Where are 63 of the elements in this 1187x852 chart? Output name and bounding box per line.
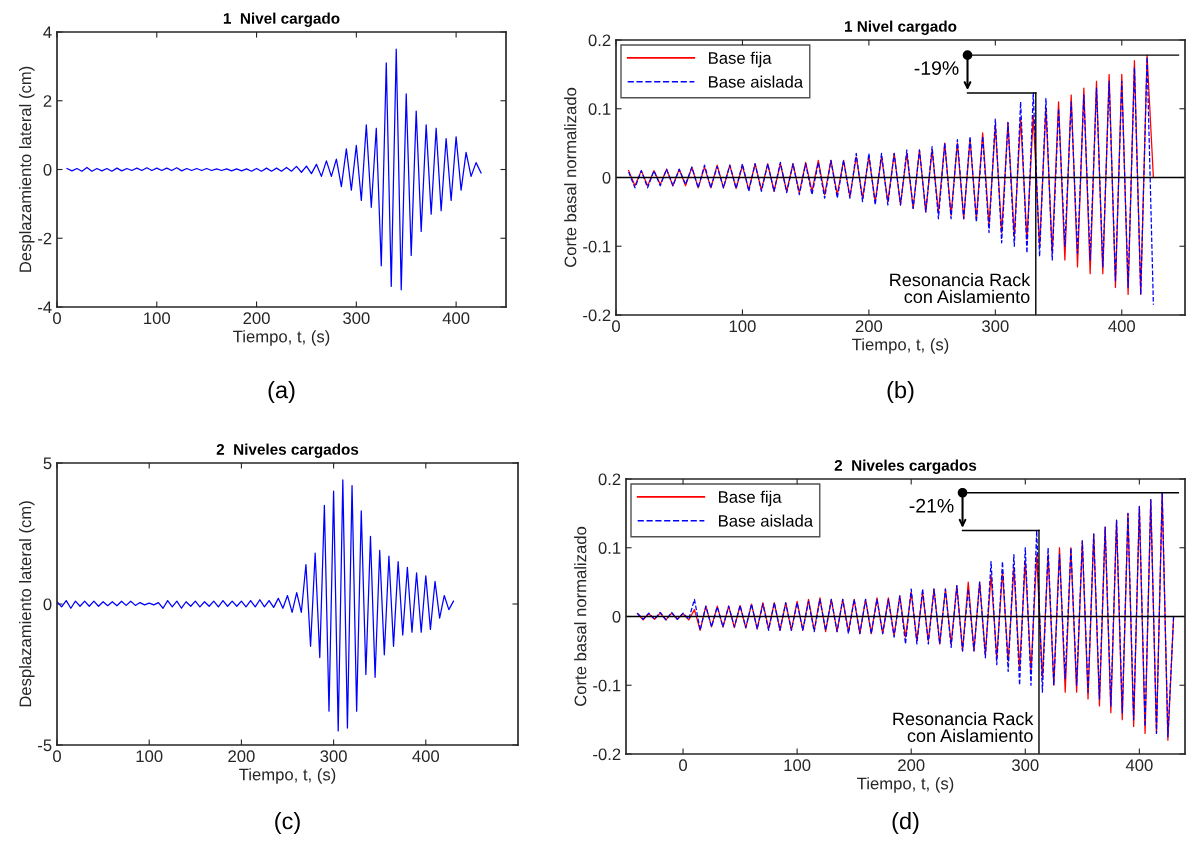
y-tick-label: 0 — [43, 163, 52, 176]
x-axis-title: Tiempo, t, (s) — [852, 338, 949, 354]
annotation: Resonancia Rack con Aislamiento — [893, 712, 1034, 743]
y-tick-label: 0 — [43, 598, 52, 611]
legend-label: Base fija — [709, 51, 772, 68]
x-tick-label: 200 — [243, 312, 270, 325]
x-tick-label: 200 — [855, 320, 883, 333]
y-axis-title: Corte basal normalizado — [564, 87, 577, 267]
x-tick-label: 100 — [729, 320, 756, 333]
x-axis-title: Tiempo, t, (s) — [233, 330, 330, 346]
y-tick-label: 0 — [612, 610, 621, 623]
line-series — [66, 48, 482, 291]
x-tick-label: 300 — [1012, 759, 1039, 772]
chart-title: 2 Niveles cargados — [834, 459, 977, 474]
chart-title: 1 Nivel cargado — [223, 12, 340, 27]
text: (d) — [892, 811, 919, 834]
text: (a) — [268, 380, 295, 403]
legend-label: Base aislada — [709, 75, 804, 88]
x-tick-label: 100 — [136, 750, 163, 763]
text: (b) — [887, 380, 914, 403]
legend-label: Base aislada — [719, 514, 814, 527]
x-tick-label: 300 — [320, 750, 347, 763]
x-tick-label: 0 — [679, 759, 688, 772]
x-tick-label: 0 — [53, 750, 61, 763]
x-tick-label: 200 — [228, 750, 255, 763]
text: (c) — [275, 811, 300, 834]
chart-title: 2 Niveles cargados — [216, 443, 359, 458]
x-axis-title: Tiempo, t, (s) — [239, 768, 336, 784]
y-tick-label: 0 — [602, 171, 611, 184]
y-tick-label: 0.2 — [598, 473, 621, 486]
x-tick-label: 0 — [53, 312, 61, 325]
x-tick-label: 400 — [442, 312, 470, 325]
y-tick-label: 0.1 — [588, 103, 611, 115]
y-axis-title: Corte basal normalizado — [574, 526, 587, 706]
y-tick-label: 0.2 — [588, 34, 611, 47]
x-tick-label: 100 — [784, 759, 811, 772]
y-axis-title: Desplazamiento lateral (cm) — [19, 66, 35, 272]
x-tick-label: 400 — [412, 750, 440, 763]
annotation: Resonancia Rack con Aislamiento — [890, 273, 1031, 304]
legend-label: Base fija — [719, 490, 782, 507]
y-tick-label: 4 — [43, 26, 52, 39]
annotation: -21% — [909, 498, 954, 513]
x-tick-label: 300 — [982, 320, 1009, 333]
y-tick-label: 2 — [43, 95, 52, 107]
x-tick-label: 300 — [343, 312, 370, 325]
y-tick-label: -0.2 — [593, 748, 621, 761]
x-tick-label: 400 — [1108, 320, 1136, 333]
y-tick-label: 0.1 — [598, 542, 621, 554]
x-axis-title: Tiempo, t, (s) — [857, 777, 954, 793]
y-tick-label: 5 — [43, 457, 52, 470]
chart-title: 1 Nivel cargado — [845, 20, 957, 35]
x-tick-label: 200 — [898, 759, 925, 772]
y-axis-title: Desplazamiento lateral (cm) — [19, 501, 35, 707]
annotation: -19% — [914, 61, 959, 75]
y-tick-label: -5 — [38, 739, 52, 752]
y-tick-label: -4 — [38, 301, 52, 314]
line-series — [57, 479, 455, 732]
y-tick-label: -0.1 — [583, 240, 611, 253]
x-tick-label: 100 — [144, 312, 171, 325]
x-tick-label: 400 — [1125, 759, 1153, 772]
y-tick-label: -0.1 — [593, 679, 621, 692]
y-tick-label: -2 — [38, 232, 52, 245]
y-tick-label: -0.2 — [583, 309, 611, 322]
